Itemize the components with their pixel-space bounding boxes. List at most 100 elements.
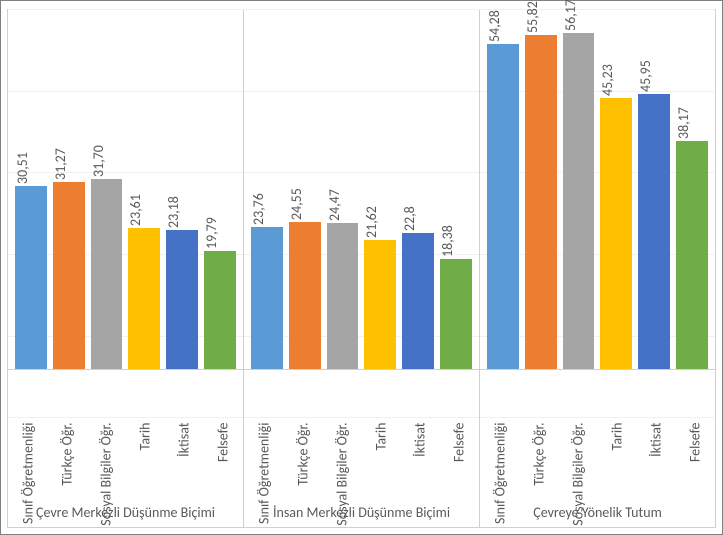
bar-value-label: 55,82	[524, 1, 541, 33]
group-label: İnsan Merkezli Düşünme Biçimi	[244, 500, 480, 527]
bar-slot: 30,51	[12, 10, 50, 369]
category-label: Sosyal Bilgiler Öğr.	[569, 373, 586, 393]
bar-slot: 31,27	[50, 10, 88, 369]
bar: 22,8	[402, 233, 434, 369]
bars-row: 23,7624,5524,4721,6222,818,38	[244, 10, 479, 369]
category-cell: Sınıf Öğretmenliği	[8, 370, 47, 500]
category-label: Sınıf Öğretmenliği	[491, 373, 508, 393]
category-label: Felsefe	[451, 373, 468, 393]
category-cell: Felsefe	[204, 370, 243, 500]
bars-row: 30,5131,2731,7023,6123,1819,79	[8, 10, 243, 369]
category-cell: İktisat	[401, 370, 440, 500]
category-label: İktisat	[176, 373, 193, 393]
category-label: Sosyal Bilgiler Öğr.	[97, 373, 114, 393]
bar: 21,62	[364, 240, 396, 369]
category-cell: İktisat	[165, 370, 204, 500]
category-label: Tarih	[137, 373, 154, 393]
bar: 45,95	[638, 94, 670, 369]
category-cell: Felsefe	[676, 370, 715, 500]
bars-row: 54,2855,8256,1745,2345,9538,17	[480, 10, 715, 369]
category-label: Sosyal Bilgiler Öğr.	[333, 373, 350, 393]
category-cell: Türkçe Öğr.	[283, 370, 322, 500]
bar-slot: 24,47	[324, 10, 362, 369]
bar-slot: 45,95	[635, 10, 673, 369]
category-cell: Türkçe Öğr.	[47, 370, 86, 500]
plot-area: 30,5131,2731,7023,6123,1819,79Sınıf Öğre…	[7, 9, 716, 528]
bar-value-label: 38,17	[675, 107, 692, 139]
bar-value-label: 45,23	[599, 64, 616, 96]
bar-slot: 23,76	[248, 10, 286, 369]
bar-value-label: 54,28	[486, 10, 503, 42]
bar-slot: 55,82	[522, 10, 560, 369]
bar: 56,17	[563, 33, 595, 369]
bar-slot: 38,17	[673, 10, 711, 369]
category-label: İktisat	[648, 373, 665, 393]
group-label: Çevre Merkezli Düşünme Biçimi	[8, 500, 244, 527]
category-cell: Felsefe	[440, 370, 479, 500]
bar-value-label: 56,17	[562, 0, 579, 31]
bar-slot: 23,61	[125, 10, 163, 369]
bar-value-label: 21,62	[363, 206, 380, 238]
chart-group: 54,2855,8256,1745,2345,9538,17Sınıf Öğre…	[480, 10, 715, 500]
bar: 24,55	[289, 222, 321, 369]
bar-slot: 31,70	[88, 10, 126, 369]
bar-value-label: 31,70	[90, 145, 107, 177]
bar: 19,79	[204, 251, 236, 369]
category-label: Felsefe	[215, 373, 232, 393]
bar-value-label: 23,76	[250, 193, 267, 225]
category-cell: Sosyal Bilgiler Öğr.	[86, 370, 125, 500]
bar: 45,23	[600, 98, 632, 369]
bar-value-label: 24,47	[326, 189, 343, 221]
category-cell: Sosyal Bilgiler Öğr.	[558, 370, 597, 500]
category-cell: Tarih	[362, 370, 401, 500]
bar: 24,47	[327, 223, 359, 369]
category-cell: Sosyal Bilgiler Öğr.	[322, 370, 361, 500]
bar-slot: 45,23	[597, 10, 635, 369]
bar: 23,18	[166, 230, 198, 369]
bar-slot: 56,17	[560, 10, 598, 369]
bar: 38,17	[676, 141, 708, 369]
bar-value-label: 31,27	[52, 148, 69, 180]
category-row: Sınıf Öğretmenliği Türkçe Öğr. Sosyal Bilg…	[480, 369, 715, 500]
category-label: Tarih	[609, 373, 626, 393]
category-label: Sınıf Öğretmenliği	[255, 373, 272, 393]
bar-slot: 22,8	[399, 10, 437, 369]
bar: 55,82	[525, 35, 557, 369]
bars-area: 30,5131,2731,7023,6123,1819,79Sınıf Öğre…	[8, 10, 715, 500]
category-label: Türkçe Öğr.	[58, 373, 75, 393]
bar-value-label: 45,95	[637, 60, 654, 92]
category-cell: Tarih	[126, 370, 165, 500]
category-label: Sınıf Öğretmenliği	[19, 373, 36, 393]
category-row: Sınıf Öğretmenliği Türkçe Öğr. Sosyal Bilg…	[8, 369, 243, 500]
chart-group: 30,5131,2731,7023,6123,1819,79Sınıf Öğre…	[8, 10, 244, 500]
bar: 54,28	[487, 44, 519, 369]
bar-slot: 23,18	[163, 10, 201, 369]
bar: 18,38	[440, 259, 472, 369]
bar-slot: 24,55	[286, 10, 324, 369]
bar: 30,51	[15, 186, 47, 369]
bar: 23,76	[251, 227, 283, 369]
bar-value-label: 19,79	[203, 217, 220, 249]
category-cell: Türkçe Öğr.	[519, 370, 558, 500]
category-label: Felsefe	[687, 373, 704, 393]
bar-slot: 19,79	[201, 10, 239, 369]
bar-value-label: 30,51	[14, 153, 31, 185]
bar: 31,70	[91, 179, 123, 369]
category-label: Türkçe Öğr.	[530, 373, 547, 393]
bar-slot: 21,62	[361, 10, 399, 369]
category-cell: Sınıf Öğretmenliği	[480, 370, 519, 500]
bar-value-label: 23,61	[127, 194, 144, 226]
category-label: Türkçe Öğr.	[294, 373, 311, 393]
category-cell: İktisat	[637, 370, 676, 500]
chart-container: 30,5131,2731,7023,6123,1819,79Sınıf Öğre…	[0, 0, 723, 535]
category-row: Sınıf Öğretmenliği Türkçe Öğr. Sosyal Bilg…	[244, 369, 479, 500]
bar-value-label: 18,38	[439, 225, 456, 257]
bar-value-label: 24,55	[288, 188, 305, 220]
bar-value-label: 23,18	[165, 196, 182, 228]
category-label: İktisat	[412, 373, 429, 393]
category-cell: Sınıf Öğretmenliği	[244, 370, 283, 500]
group-label: Çevreye Yönelik Tutum	[480, 500, 715, 527]
bar: 23,61	[128, 228, 160, 369]
category-label: Tarih	[373, 373, 390, 393]
bar-value-label: 22,8	[401, 206, 418, 231]
